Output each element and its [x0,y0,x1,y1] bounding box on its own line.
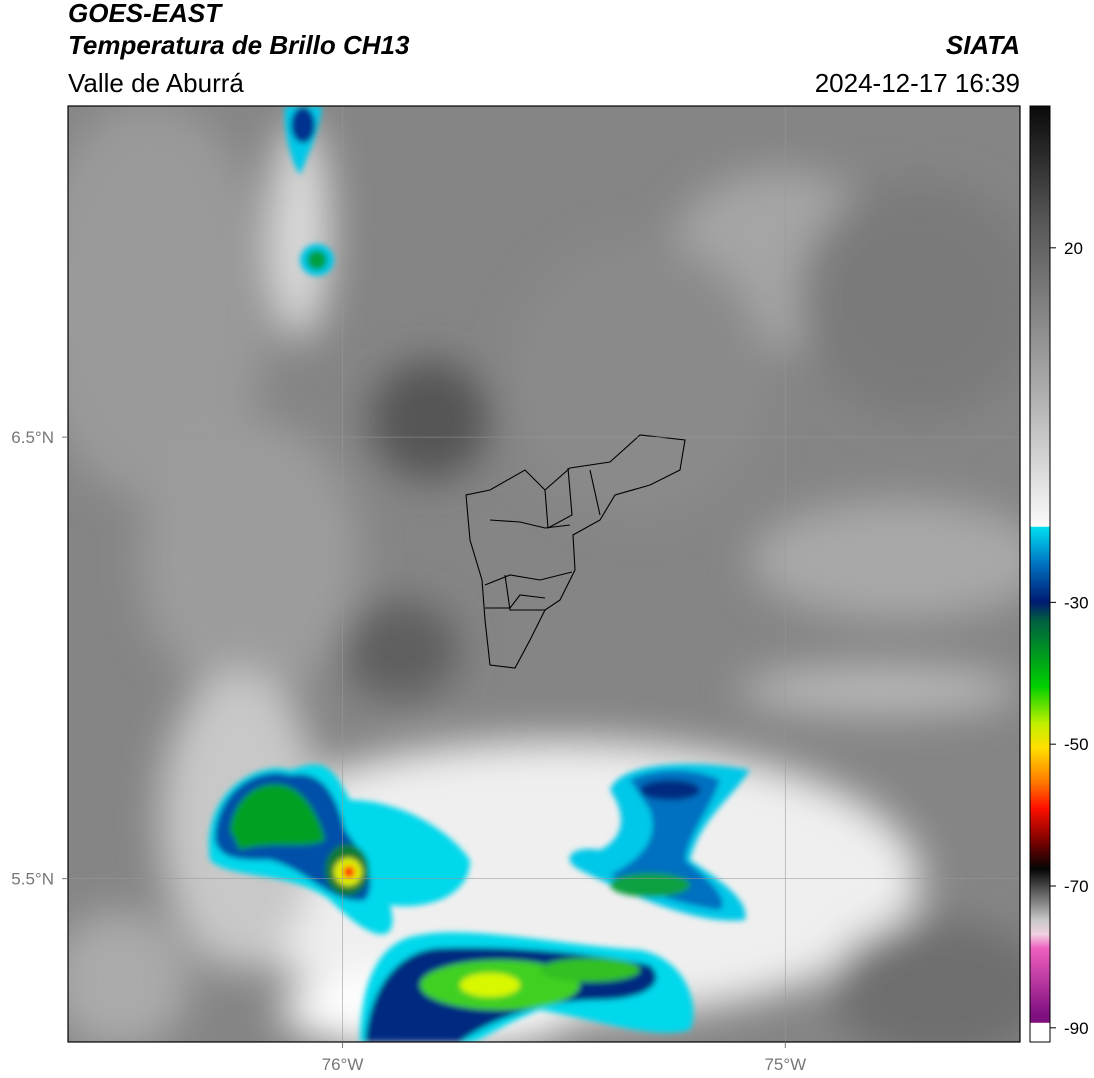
title: GOES-EAST [68,0,223,28]
x-tick-label: 75°W [764,1055,806,1074]
colorbar-tick-label: -50 [1064,735,1089,754]
subtitle: Temperatura de Brillo CH13 [68,30,410,60]
region: Valle de Aburrá [68,68,244,98]
colorbar-tick-label: -90 [1064,1019,1089,1038]
timestamp: 2024-12-17 16:39 [815,68,1020,98]
source: SIATA [946,30,1020,60]
map-frame [67,105,1021,1043]
colorbar-tick-label: -30 [1064,593,1089,612]
grid [68,106,1020,1042]
colorbar [1029,105,1051,1043]
satellite-image [68,106,1020,1042]
y-tick-label: 5.5°N [11,870,54,889]
colorbar-tick-label: -70 [1064,877,1089,896]
colorbar-tick-label: 20 [1064,239,1083,258]
municipal-boundaries [465,434,686,669]
x-tick-label: 76°W [322,1055,364,1074]
y-tick-label: 6.5°N [11,428,54,447]
